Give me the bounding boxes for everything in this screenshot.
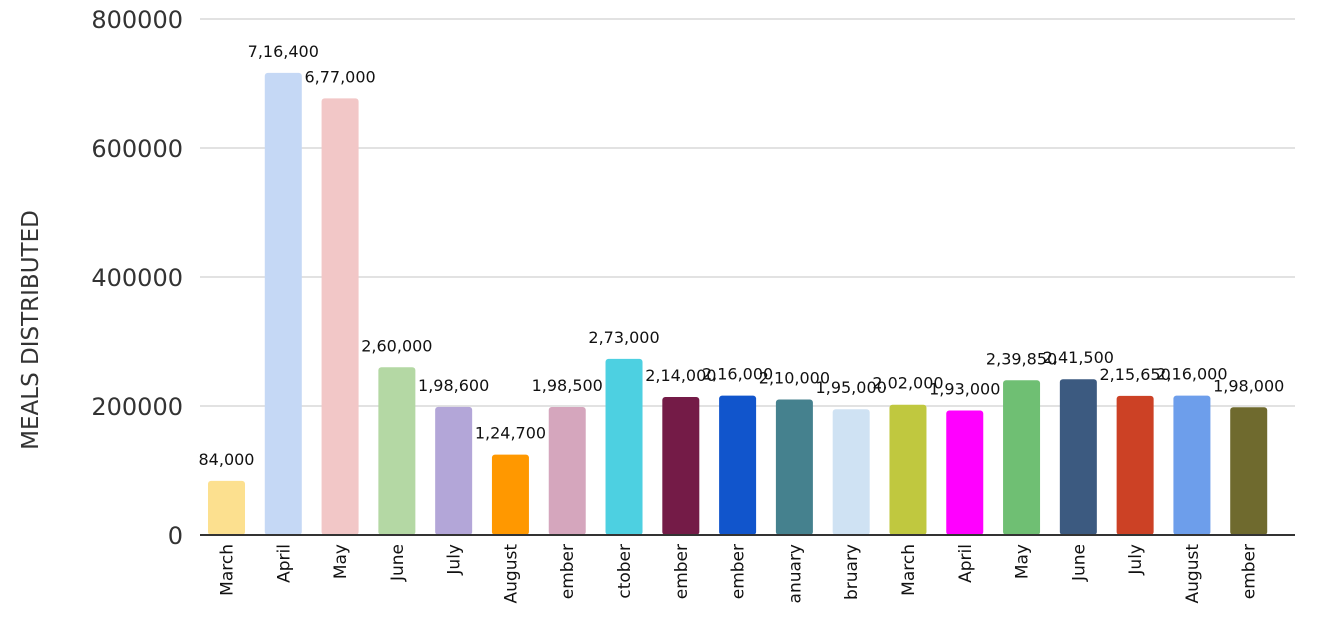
bar: [435, 406, 473, 535]
x-tick-label: June: [388, 544, 408, 582]
bar: [1059, 379, 1097, 535]
data-label: 2,41,500: [1043, 348, 1114, 367]
data-labels: 84,000 7,16,400 6,77,000 2,60,000 1,98,600 1,…: [199, 42, 1285, 469]
x-tick-label: anuary: [785, 544, 805, 603]
bar: [946, 410, 984, 535]
bar: [719, 395, 757, 535]
data-label: 1,98,500: [532, 376, 603, 395]
data-label: 2,10,000: [759, 369, 830, 388]
bar: [605, 358, 643, 535]
data-label: 2,60,000: [361, 336, 432, 355]
y-tick-label: 800000: [91, 6, 183, 34]
bar: [889, 404, 927, 535]
bar: [321, 98, 359, 536]
bar: [662, 396, 700, 535]
bar: [1116, 395, 1154, 535]
x-tick-label: ember: [672, 544, 692, 599]
data-label: 1,98,600: [418, 376, 489, 395]
bar: [832, 409, 870, 535]
bar: [491, 454, 529, 535]
x-tick-label: April: [274, 544, 294, 583]
data-label: 2,14,000: [645, 366, 716, 385]
x-tick-label: bruary: [842, 544, 862, 600]
x-tick-label: ember: [558, 544, 578, 599]
bar: [1230, 407, 1268, 535]
bar: [264, 72, 302, 535]
x-tick-label: ember: [729, 544, 749, 599]
x-tick-label: ctober: [615, 544, 635, 599]
data-label: 2,15,650: [1100, 365, 1171, 384]
y-tick-label: 400000: [91, 264, 183, 292]
x-tick-label: March: [218, 544, 238, 596]
x-tick-label: May: [1013, 544, 1033, 579]
x-tick-label: ember: [1240, 544, 1260, 599]
data-label: 1,95,000: [816, 378, 887, 397]
x-tick-label: April: [956, 544, 976, 583]
y-tick-label: 0: [168, 522, 183, 550]
bar: [548, 406, 586, 535]
bar: [1173, 395, 1211, 535]
x-tick-label: July: [1126, 544, 1146, 576]
bar: [378, 367, 416, 535]
data-label: 1,24,700: [475, 424, 546, 443]
data-label: 7,16,400: [248, 42, 319, 61]
bar: [775, 399, 813, 535]
y-tick-label: 200000: [91, 393, 183, 421]
x-tick-label: March: [899, 544, 919, 596]
data-label: 1,98,000: [1213, 376, 1284, 395]
data-label: 2,39,850: [986, 349, 1057, 368]
bars: [208, 72, 1268, 536]
x-tick-label: May: [331, 544, 351, 579]
x-axis-labels: March April May June July August ember ctober em…: [218, 544, 1260, 604]
x-tick-label: July: [445, 544, 465, 576]
x-tick-label: August: [1183, 544, 1203, 604]
data-label: 2,73,000: [588, 328, 659, 347]
data-label: 6,77,000: [304, 67, 375, 86]
bar: [208, 480, 245, 535]
data-label: 2,16,000: [1156, 365, 1227, 384]
y-tick-label: 600000: [91, 135, 183, 163]
data-label: 2,16,000: [702, 365, 773, 384]
x-tick-label: August: [501, 544, 521, 604]
bar: [1003, 380, 1041, 535]
data-label: 84,000: [199, 450, 255, 469]
y-axis-title: MEALS DISTRIBUTED: [18, 210, 44, 450]
x-tick-label: June: [1069, 544, 1089, 582]
data-label: 1,93,000: [929, 380, 1000, 399]
data-label: 2,02,000: [872, 374, 943, 393]
y-axis-ticks: 0 200000 400000 600000 800000: [91, 6, 183, 550]
